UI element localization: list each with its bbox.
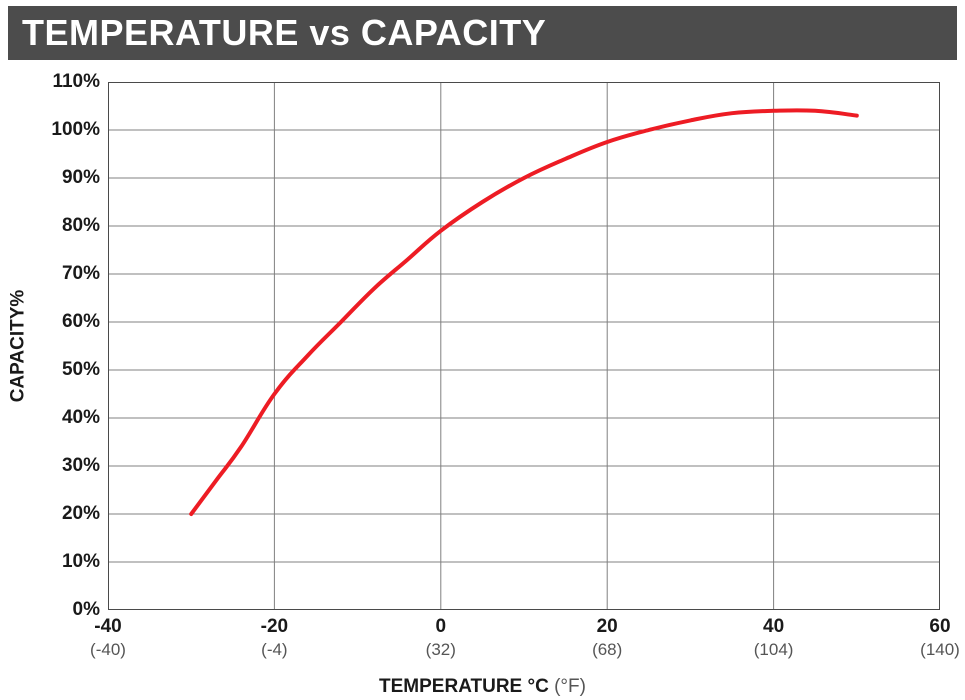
y-tick-label: 80% <box>40 215 100 237</box>
x-tick-sublabel: (140) <box>900 640 965 660</box>
chart-title: TEMPERATURE vs CAPACITY <box>22 12 546 54</box>
y-tick-label: 50% <box>40 359 100 381</box>
title-bar: TEMPERATURE vs CAPACITY <box>8 6 957 60</box>
y-tick-label: 100% <box>40 119 100 141</box>
y-tick-label: 10% <box>40 551 100 573</box>
y-tick-label: 20% <box>40 503 100 525</box>
x-tick-label: 20 <box>567 616 647 638</box>
x-tick-label: -20 <box>234 616 314 638</box>
x-tick-sublabel: (32) <box>401 640 481 660</box>
x-tick-label: 40 <box>734 616 814 638</box>
y-tick-label: 40% <box>40 407 100 429</box>
y-tick-label: 30% <box>40 455 100 477</box>
series-capacity <box>191 110 857 514</box>
x-tick-label: 0 <box>401 616 481 638</box>
y-tick-label: 110% <box>40 71 100 93</box>
y-axis-title: CAPACITY% <box>6 82 30 610</box>
y-tick-label: 60% <box>40 311 100 333</box>
y-tick-label: 90% <box>40 167 100 189</box>
x-axis-title: TEMPERATURE °C (°F) <box>0 676 965 698</box>
x-tick-label: 60 <box>900 616 965 638</box>
x-tick-label: -40 <box>68 616 148 638</box>
plot-border <box>108 82 940 610</box>
x-tick-sublabel: (68) <box>567 640 647 660</box>
y-tick-label: 70% <box>40 263 100 285</box>
x-tick-sublabel: (104) <box>734 640 814 660</box>
x-tick-sublabel: (-40) <box>68 640 148 660</box>
x-tick-sublabel: (-4) <box>234 640 314 660</box>
chart-plot-area <box>108 82 940 610</box>
